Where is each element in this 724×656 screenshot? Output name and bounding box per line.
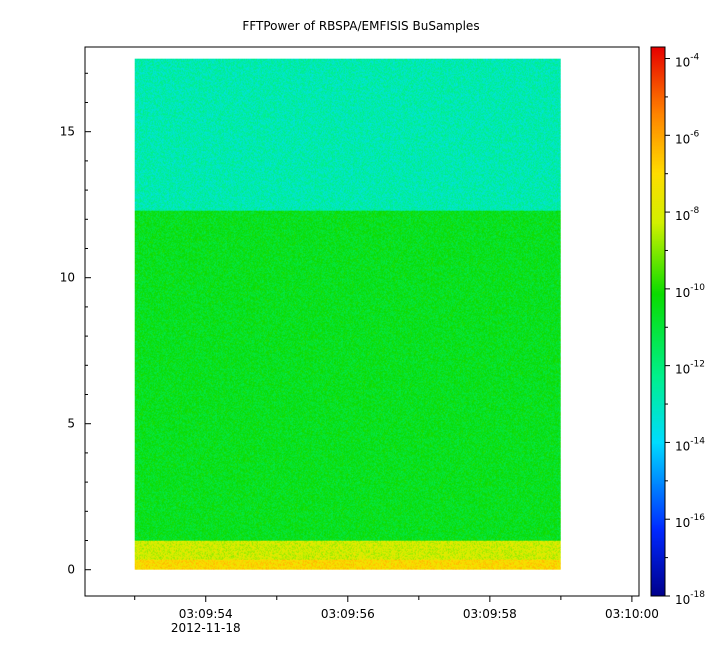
colorbar-frame <box>650 46 666 597</box>
y-tick-label: 10 <box>60 271 75 285</box>
colorbar-tick-label: 10-4 <box>675 53 700 70</box>
x-tick-label: 03:09:54 <box>179 607 233 621</box>
colorbar-tick-label: 10-8 <box>675 206 700 223</box>
x-date-label: 2012-11-18 <box>171 621 241 635</box>
y-tick-label: 15 <box>60 125 75 139</box>
colorbar-tick-label: 10-6 <box>675 129 700 146</box>
y-tick-label: 0 <box>67 563 75 577</box>
x-tick-label: 03:09:56 <box>321 607 375 621</box>
spectrogram-heatmap <box>134 58 561 570</box>
x-tick-label: 03:09:58 <box>463 607 517 621</box>
colorbar-tick-label: 10-18 <box>675 590 705 607</box>
colorbar <box>651 47 665 596</box>
y-axis: 0 5 10 15 <box>60 72 91 577</box>
x-tick-label: 03:10:00 <box>605 607 659 621</box>
colorbar-tick-label: 10-12 <box>675 360 705 377</box>
colorbar-tick-label: 10-10 <box>675 283 705 300</box>
colorbar-axis: 10-4 10-6 10-8 10-10 10-12 10-14 10-16 10-18 <box>665 53 705 607</box>
colorbar-tick-label: 10-16 <box>675 513 705 530</box>
chart-title: FFTPower of RBSPA/EMFISIS BuSamples <box>242 19 479 33</box>
y-tick-label: 5 <box>67 417 75 431</box>
colorbar-tick-label: 10-14 <box>675 436 705 453</box>
